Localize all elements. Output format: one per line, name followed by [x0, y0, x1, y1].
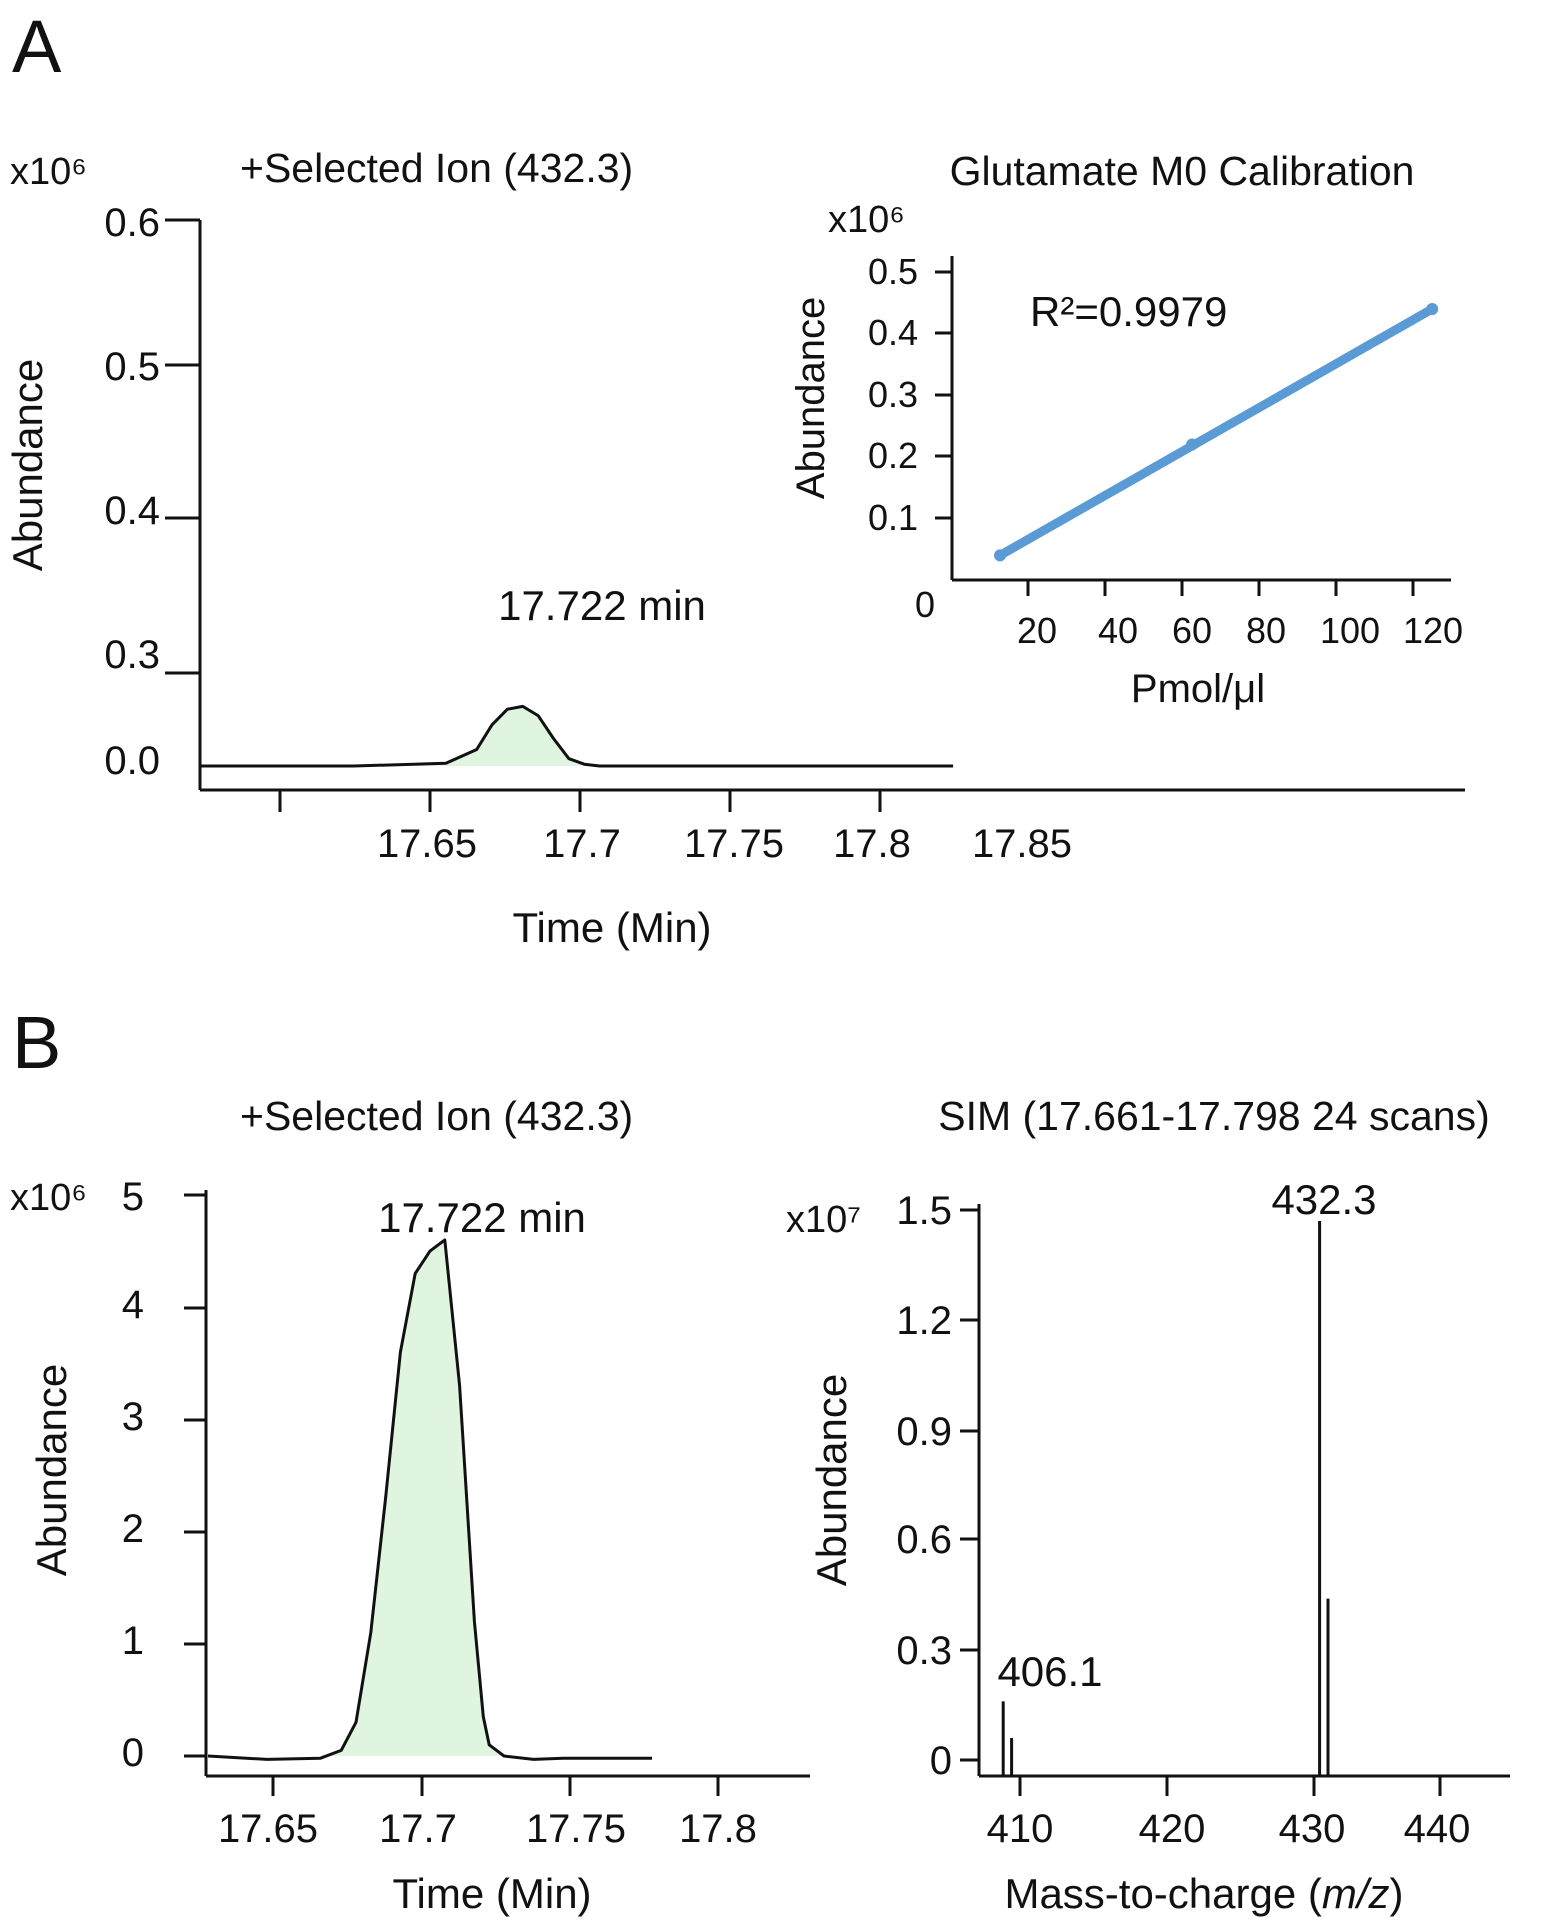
x-tick-label: 17.65 [218, 1807, 318, 1851]
chart-a-xlabel: Time (Min) [512, 904, 711, 951]
chart-b-peak-label: 17.722 min [378, 1194, 586, 1241]
x-tick-label: 17.65 [377, 822, 477, 866]
calibration-point [1186, 438, 1199, 451]
chart-a-trace [200, 704, 954, 768]
chart-b-ylabel: Abundance [28, 1364, 75, 1577]
y-tick-label: 2 [122, 1507, 144, 1551]
spectrum-peaks [1001, 1221, 1330, 1776]
y-tick-label: 0.3 [896, 1629, 952, 1673]
y-tick-label: 0.5 [104, 345, 160, 389]
x-tick-label: 17.7 [543, 822, 621, 866]
y-tick-label: 0.1 [868, 497, 918, 538]
panel-label-b: B [12, 1001, 61, 1084]
chart-b-peak-area [208, 1239, 652, 1756]
y-tick-label: 0.6 [104, 201, 160, 245]
y-tick-label: 0.6 [896, 1518, 952, 1562]
x-tick-label: 430 [1279, 1807, 1346, 1851]
chart-a-title: +Selected Ion (432.3) [240, 145, 633, 191]
y-tick-label: 0 [930, 1739, 952, 1783]
calibration-multiplier: x10⁶ [828, 199, 905, 241]
chart-a-calibration: Glutamate M0 Calibration x10⁶ Abundance … [789, 148, 1463, 711]
calibration-xlabel: Pmol/μl [1131, 667, 1265, 711]
calibration-r2-label: R²=0.9979 [1030, 288, 1227, 335]
calibration-y-ticks: 0 0.1 0.2 0.3 0.4 0.5 [868, 251, 952, 625]
chart-a-peak-label: 17.722 min [498, 582, 706, 629]
spectrum-y-ticks: 0 0.3 0.6 0.9 1.2 1.5 [896, 1189, 979, 1783]
calibration-ylabel: Abundance [789, 297, 833, 499]
chart-b-x-ticks: 17.65 17.7 17.75 17.8 [218, 1776, 757, 1851]
y-tick-label: 0.0 [104, 739, 160, 783]
x-tick-label: 120 [1403, 610, 1463, 651]
calibration-point [994, 549, 1007, 562]
y-tick-label: 5 [122, 1175, 144, 1219]
y-tick-label: 0.5 [868, 251, 918, 292]
chart-a-peak-area [200, 706, 954, 766]
chart-a-chromatogram: +Selected Ion (432.3) x10⁶ Abundance Tim… [4, 145, 1465, 951]
y-tick-label: 1 [122, 1619, 144, 1663]
x-tick-label: 17.8 [833, 822, 911, 866]
x-tick-label: 17.75 [526, 1807, 626, 1851]
y-tick-label: 1.5 [896, 1189, 952, 1233]
y-tick-label: 0.4 [104, 489, 160, 533]
chart-b-xlabel: Time (Min) [392, 1870, 591, 1917]
chart-a-y-ticks: 0.0 0.3 0.4 0.5 0.6 [104, 201, 200, 783]
calibration-point [1426, 302, 1439, 315]
chart-a-multiplier: x10⁶ [10, 151, 87, 193]
chart-b-chromatogram: +Selected Ion (432.3) x10⁶ Abundance Tim… [10, 1093, 810, 1917]
x-tick-label: 80 [1246, 610, 1286, 651]
chart-b-trace [207, 1238, 652, 1761]
chart-b-spectrum: SIM (17.661-17.798 24 scans) x10⁷ Abunda… [786, 1093, 1510, 1917]
y-tick-label: 0.2 [868, 435, 918, 476]
y-tick-label: 0.4 [868, 312, 918, 353]
spectrum-title: SIM (17.661-17.798 24 scans) [938, 1093, 1490, 1139]
y-tick-label: 0.3 [868, 374, 918, 415]
panel-label-a: A [12, 5, 62, 88]
x-tick-label: 17.85 [972, 822, 1072, 866]
x-tick-label: 420 [1139, 1807, 1206, 1851]
y-tick-label: 0.3 [104, 633, 160, 677]
y-tick-label: 0 [915, 584, 935, 625]
y-tick-label: 1.2 [896, 1299, 952, 1343]
spectrum-multiplier: x10⁷ [786, 1199, 861, 1241]
chart-b-title: +Selected Ion (432.3) [240, 1093, 633, 1139]
x-tick-label: 17.7 [379, 1807, 457, 1851]
chart-a-x-ticks: 17.65 17.7 17.75 17.8 17.85 [278, 790, 1072, 866]
x-tick-label: 60 [1172, 610, 1212, 651]
chart-a-ylabel: Abundance [4, 359, 51, 572]
spectrum-peak-label-432: 432.3 [1271, 1176, 1376, 1223]
calibration-x-ticks: 20 40 60 80 100 120 [1017, 580, 1463, 651]
y-tick-label: 4 [122, 1283, 144, 1327]
spectrum-peak-label-406: 406.1 [997, 1648, 1102, 1695]
x-tick-label: 440 [1404, 1807, 1471, 1851]
y-tick-label: 3 [122, 1395, 144, 1439]
x-tick-label: 17.75 [684, 822, 784, 866]
calibration-title: Glutamate M0 Calibration [950, 148, 1415, 194]
x-tick-label: 40 [1098, 610, 1138, 651]
x-tick-label: 410 [987, 1807, 1054, 1851]
calibration-fit-line [995, 304, 1437, 560]
x-tick-label: 17.8 [679, 1807, 757, 1851]
chart-b-multiplier: x10⁶ [10, 1177, 87, 1219]
x-tick-label: 20 [1017, 610, 1057, 651]
spectrum-ylabel: Abundance [808, 1374, 855, 1587]
spectrum-x-ticks: 410 420 430 440 [987, 1776, 1471, 1851]
y-tick-label: 0 [122, 1731, 144, 1775]
y-tick-label: 0.9 [896, 1410, 952, 1454]
calibration-series [994, 302, 1439, 562]
spectrum-xlabel: Mass-to-charge (m/z) [1004, 1870, 1403, 1917]
chart-b-y-ticks: 0 1 2 3 4 5 [122, 1175, 206, 1775]
x-tick-label: 100 [1320, 610, 1380, 651]
